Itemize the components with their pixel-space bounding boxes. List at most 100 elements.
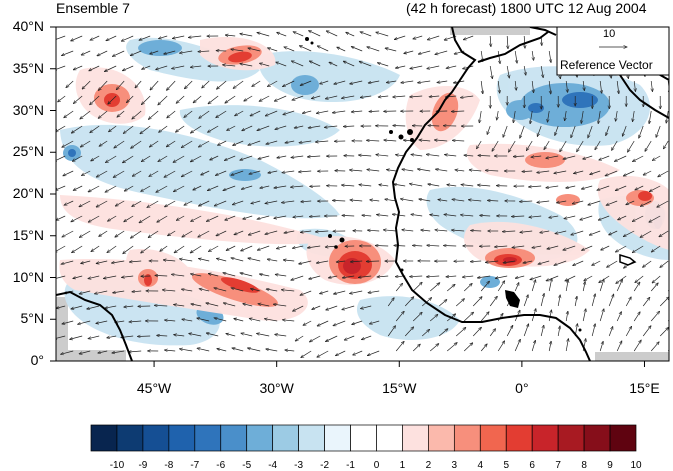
wind-vector <box>99 140 108 146</box>
wind-vector <box>377 276 389 277</box>
wind-vector <box>190 245 202 253</box>
wind-vector <box>91 155 100 161</box>
lat-tick-label: 0° <box>30 352 44 368</box>
wind-vector <box>329 62 338 67</box>
colorbar-swatch <box>194 424 222 452</box>
wind-vector <box>358 276 372 278</box>
wind-vector <box>216 110 227 118</box>
wind-vector <box>520 201 533 202</box>
wind-vector <box>540 325 544 337</box>
wind-vector <box>298 171 312 172</box>
wind-vector <box>595 140 601 150</box>
wind-vector <box>333 320 346 326</box>
wind-vector <box>461 185 474 187</box>
colorbar-swatch <box>350 424 377 452</box>
wind-vector <box>657 200 669 207</box>
colorbar-swatch <box>168 424 196 452</box>
wind-vector <box>410 65 423 69</box>
wind-vector <box>240 34 253 37</box>
wind-vector <box>430 215 440 216</box>
wind-vector <box>267 259 278 261</box>
wind-vector <box>63 170 74 176</box>
wind-vector <box>328 276 338 278</box>
wind-vector <box>649 110 652 124</box>
wind-vector <box>513 110 516 123</box>
wind-vector <box>633 340 641 352</box>
wind-vector <box>451 230 465 231</box>
wind-vector <box>652 275 661 283</box>
wind-vector <box>361 305 372 309</box>
wind-vector <box>124 306 134 307</box>
wind-vector <box>129 321 142 322</box>
wind-vector <box>649 185 661 192</box>
wind-vector <box>412 344 420 352</box>
wind-vector <box>468 200 482 201</box>
wind-vector <box>244 95 253 101</box>
wind-vector <box>316 110 329 113</box>
wind-vector <box>599 155 610 160</box>
wind-vector <box>634 80 635 92</box>
wind-vector <box>342 215 355 216</box>
wind-vector <box>265 110 278 116</box>
wind-vector <box>410 96 423 97</box>
wind-vector <box>438 200 448 202</box>
wind-vector <box>452 140 465 141</box>
wind-vector <box>385 48 397 52</box>
wind-vector <box>79 200 91 207</box>
wind-vector <box>235 110 244 116</box>
wind-vector <box>480 344 487 352</box>
wind-vector <box>108 95 117 104</box>
wind-vector <box>463 312 473 322</box>
wind-vector <box>201 170 210 175</box>
wind-vector <box>532 80 533 93</box>
wind-vector <box>506 65 509 78</box>
colorbar-swatch <box>324 424 351 452</box>
wind-vector <box>227 125 236 131</box>
wind-vector <box>651 245 661 252</box>
wind-vector <box>266 140 278 144</box>
wind-vector <box>598 215 610 220</box>
wind-vector <box>616 341 622 352</box>
wind-vector <box>591 294 595 307</box>
wind-vector <box>445 155 457 156</box>
wind-vector <box>632 245 644 253</box>
wind-vector <box>301 201 312 202</box>
wind-vector <box>455 170 465 171</box>
wind-vector <box>582 282 585 292</box>
wind-vector <box>132 291 142 292</box>
wind-vector <box>188 36 202 38</box>
wind-vector <box>95 290 108 294</box>
wind-vector <box>409 184 423 187</box>
wind-vector <box>412 282 422 292</box>
mediterranean-coast-2 <box>529 27 557 36</box>
wind-vector <box>282 171 295 173</box>
wind-vector <box>292 95 304 100</box>
wind-vector <box>198 140 210 147</box>
wind-vector <box>616 110 618 121</box>
wind-vector <box>241 245 253 251</box>
wind-vector <box>197 318 210 322</box>
wind-vector <box>599 341 603 352</box>
wind-vector <box>421 230 431 231</box>
wind-vector <box>216 230 227 236</box>
wind-vector <box>511 216 525 217</box>
wind-vector <box>96 320 108 324</box>
wind-vector <box>428 126 440 127</box>
wind-vector <box>446 65 457 68</box>
wind-vector <box>226 245 236 251</box>
wind-vector <box>303 320 312 325</box>
wind-vector <box>266 289 278 292</box>
lat-tick-label: 30°N <box>12 101 44 118</box>
wind-vector <box>447 185 457 186</box>
wind-vector <box>193 95 202 103</box>
wind-vector <box>530 110 533 124</box>
wind-vector <box>82 80 91 89</box>
colorbar-swatch <box>453 424 481 452</box>
wind-vector <box>606 125 610 136</box>
wind-vector <box>224 155 236 160</box>
wind-vector <box>207 185 219 191</box>
wind-vector <box>555 125 559 136</box>
wind-vector <box>503 260 516 263</box>
wind-vector <box>574 170 584 174</box>
wind-vector <box>607 260 618 267</box>
